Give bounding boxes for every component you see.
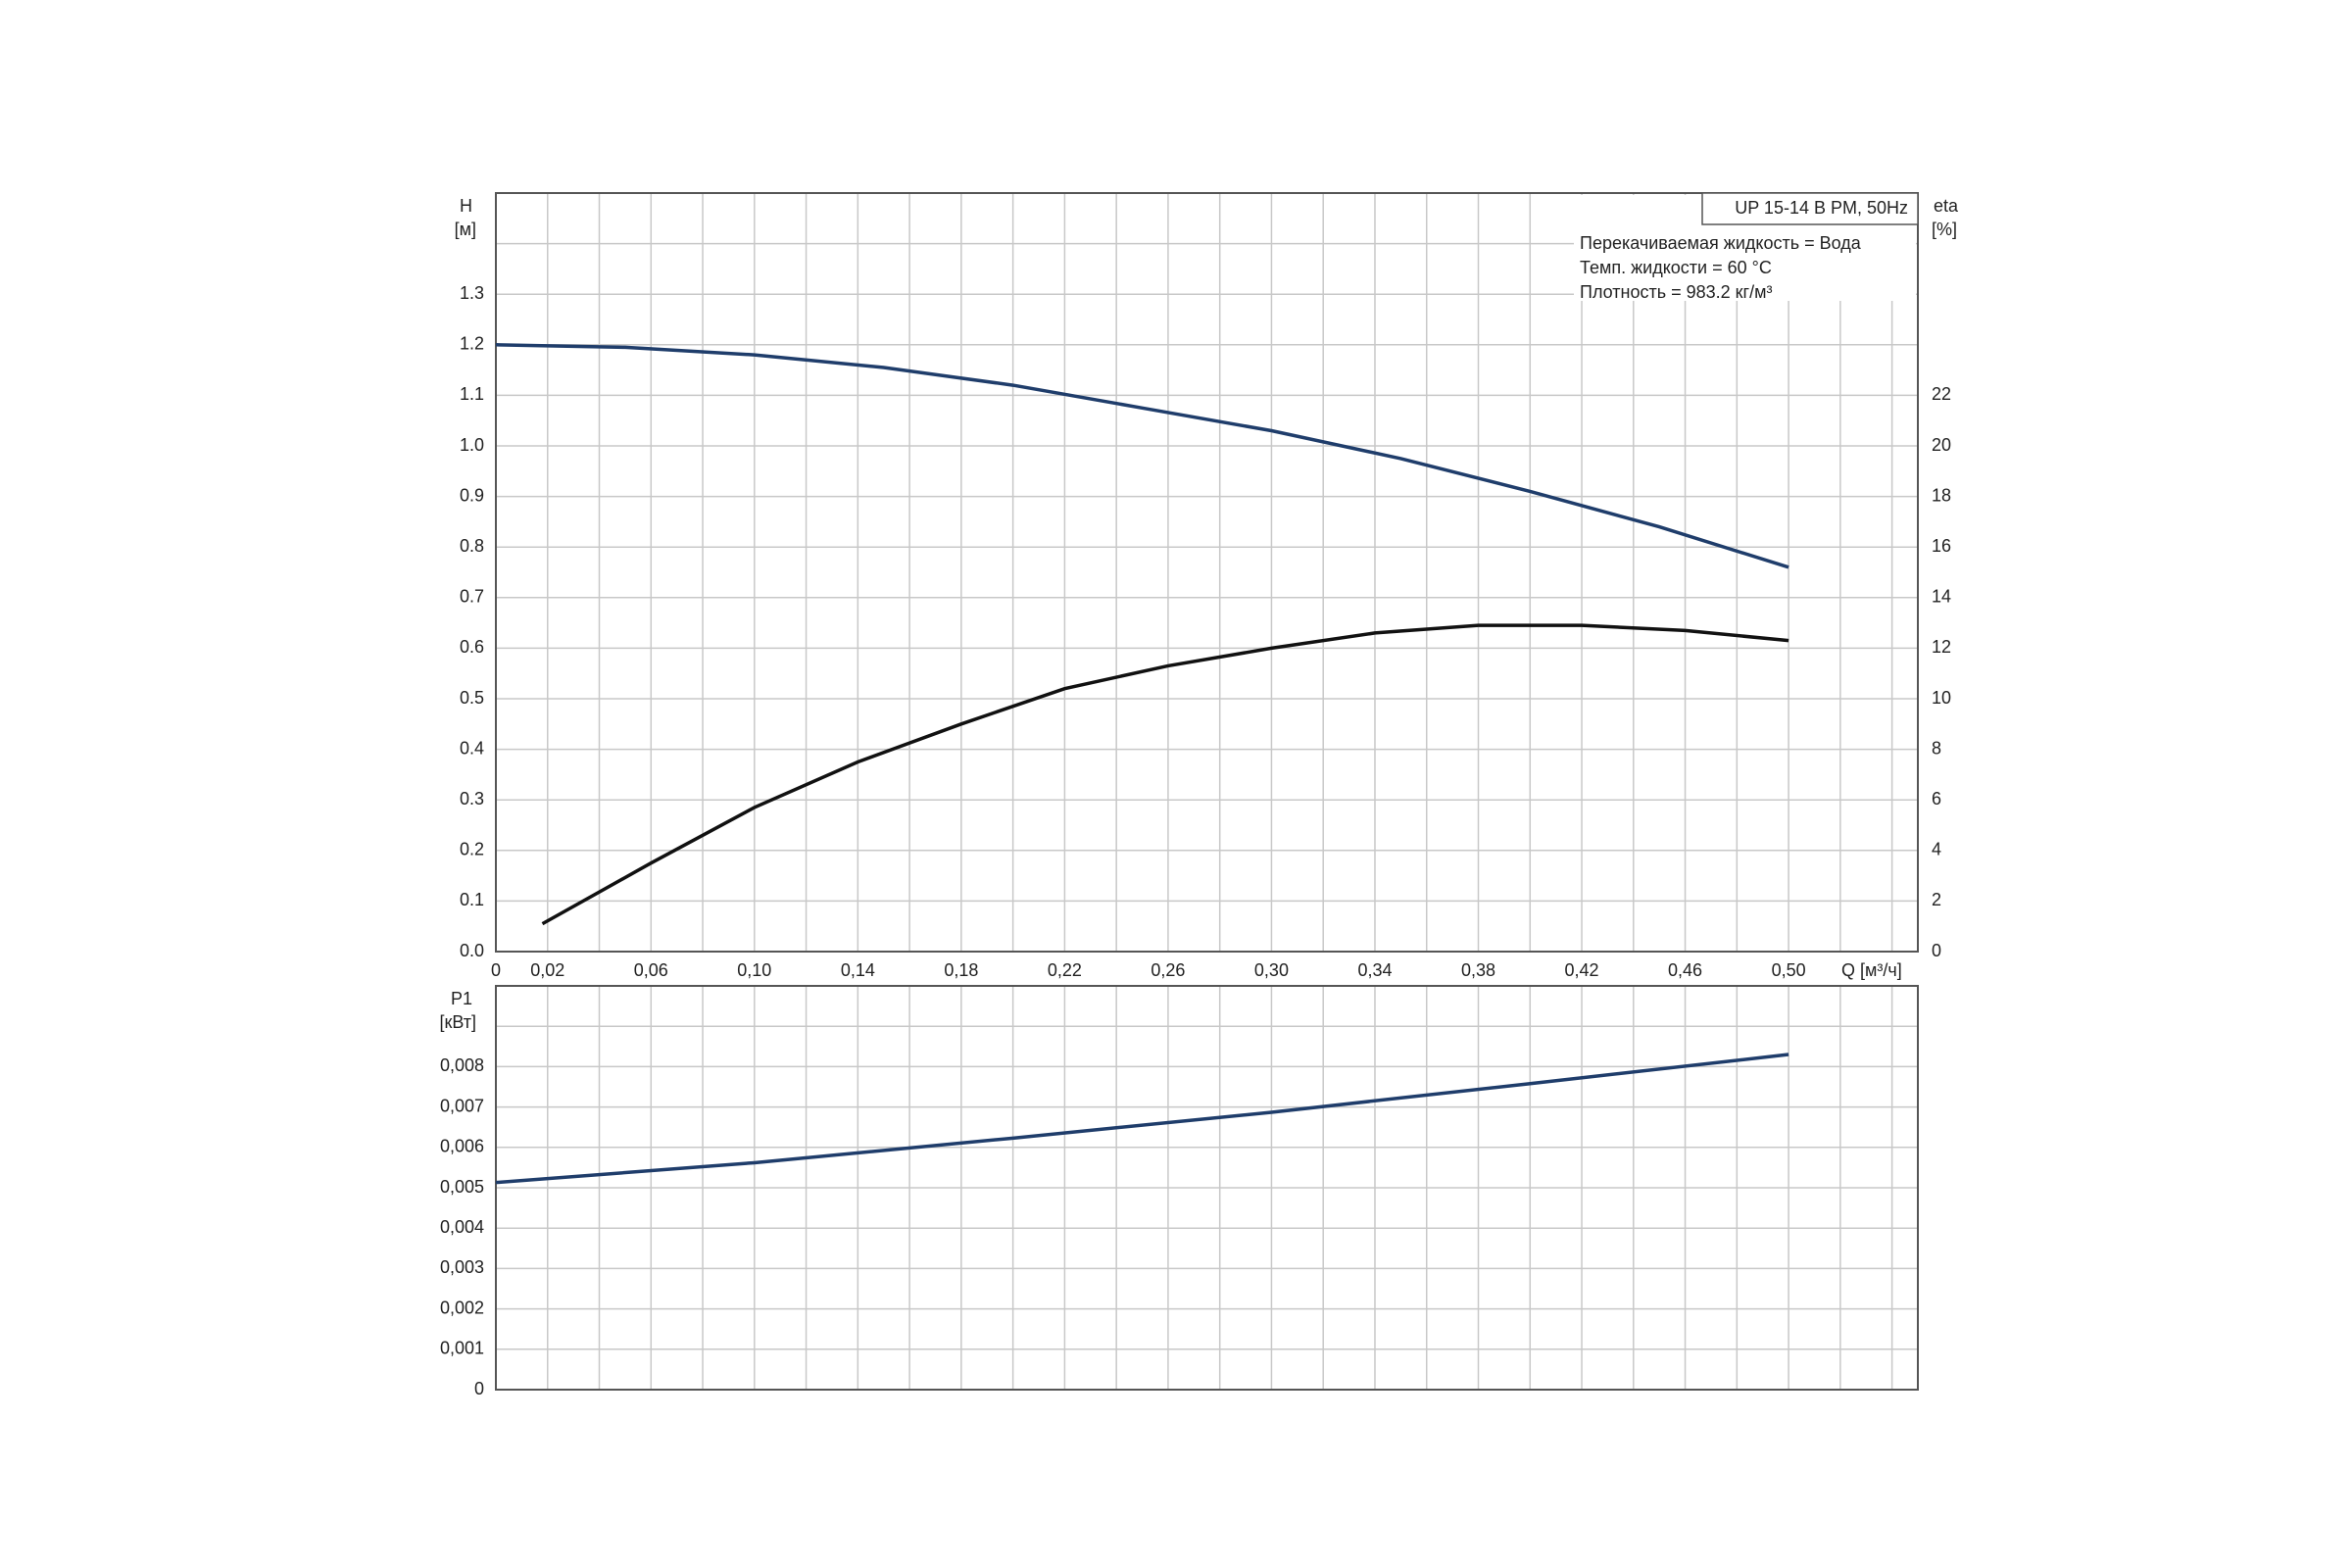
y2-tick-label: 22 <box>1932 384 1951 404</box>
y-tick-label: 0,007 <box>440 1096 484 1115</box>
legend-line: Темп. жидкости = 60 °C <box>1580 258 1772 277</box>
x-tick-label: 0,18 <box>944 960 978 980</box>
x-tick-label: 0 <box>491 960 501 980</box>
y2-tick-label: 2 <box>1932 890 1941 909</box>
data-line <box>495 1053 1789 1185</box>
plot-frame <box>495 192 1919 953</box>
y-axis-unit: [м] <box>455 220 476 239</box>
data-line <box>495 343 1789 569</box>
y2-tick-label: 8 <box>1932 738 1941 758</box>
x-axis-label: Q [м³/ч] <box>1841 960 1902 980</box>
y-axis-label: H <box>460 196 472 216</box>
plot-frame <box>495 985 1919 1391</box>
y-tick-label: 0.9 <box>460 485 484 505</box>
data-line <box>541 623 1789 926</box>
y-tick-label: 0.1 <box>460 890 484 909</box>
x-tick-label: 0,30 <box>1254 960 1289 980</box>
y2-tick-label: 0 <box>1932 941 1941 960</box>
y-tick-label: 0,003 <box>440 1257 484 1277</box>
y-axis-unit: [кВт] <box>439 1012 476 1032</box>
x-tick-label: 0,34 <box>1357 960 1392 980</box>
legend-title: UP 15-14 B PM, 50Hz <box>1735 198 1908 218</box>
legend-title-box <box>1701 192 1919 225</box>
legend-line: Перекачиваемая жидкость = Вода <box>1580 233 1862 253</box>
legend-line: Плотность = 983.2 кг/м³ <box>1580 282 1772 302</box>
y-tick-label: 0.8 <box>460 536 484 556</box>
y-tick-label: 1.1 <box>460 384 484 404</box>
y-tick-label: 0.2 <box>460 840 484 859</box>
y-tick-label: 1.0 <box>460 435 484 455</box>
y-tick-label: 0,002 <box>440 1298 484 1317</box>
y-tick-label: 0,001 <box>440 1339 484 1358</box>
y2-tick-label: 12 <box>1932 637 1951 657</box>
y2-tick-label: 16 <box>1932 536 1951 556</box>
y-tick-label: 0,008 <box>440 1055 484 1075</box>
y-tick-label: 0.0 <box>460 941 484 960</box>
x-tick-label: 0,46 <box>1668 960 1702 980</box>
x-tick-label: 0,42 <box>1565 960 1599 980</box>
y2-tick-label: 20 <box>1932 435 1951 455</box>
y-tick-label: 1.2 <box>460 334 484 354</box>
y2-tick-label: 14 <box>1932 587 1951 607</box>
x-tick-label: 0,14 <box>841 960 875 980</box>
y-tick-label: 0,006 <box>440 1137 484 1156</box>
y-tick-label: 0.5 <box>460 688 484 708</box>
x-tick-label: 0,50 <box>1772 960 1806 980</box>
y-tick-label: 0.6 <box>460 637 484 657</box>
y2-axis-unit: [%] <box>1932 220 1957 239</box>
x-tick-label: 0,26 <box>1151 960 1185 980</box>
y2-tick-label: 6 <box>1932 789 1941 808</box>
x-tick-label: 0,22 <box>1048 960 1082 980</box>
x-tick-label: 0,10 <box>737 960 771 980</box>
y2-tick-label: 10 <box>1932 688 1951 708</box>
x-tick-label: 0,38 <box>1461 960 1495 980</box>
x-tick-label: 0,06 <box>634 960 668 980</box>
y-tick-label: 0.7 <box>460 587 484 607</box>
y-axis-label: P1 <box>451 989 472 1008</box>
x-tick-label: 0,02 <box>530 960 564 980</box>
y2-tick-label: 18 <box>1932 485 1951 505</box>
y-tick-label: 0,004 <box>440 1217 484 1237</box>
y-tick-label: 0.4 <box>460 738 484 758</box>
y-tick-label: 0 <box>474 1379 484 1398</box>
y-tick-label: 0.3 <box>460 789 484 808</box>
y-tick-label: 0,005 <box>440 1177 484 1197</box>
y2-tick-label: 4 <box>1932 840 1941 859</box>
y2-axis-label: eta <box>1934 196 1959 216</box>
y-tick-label: 1.3 <box>460 283 484 303</box>
